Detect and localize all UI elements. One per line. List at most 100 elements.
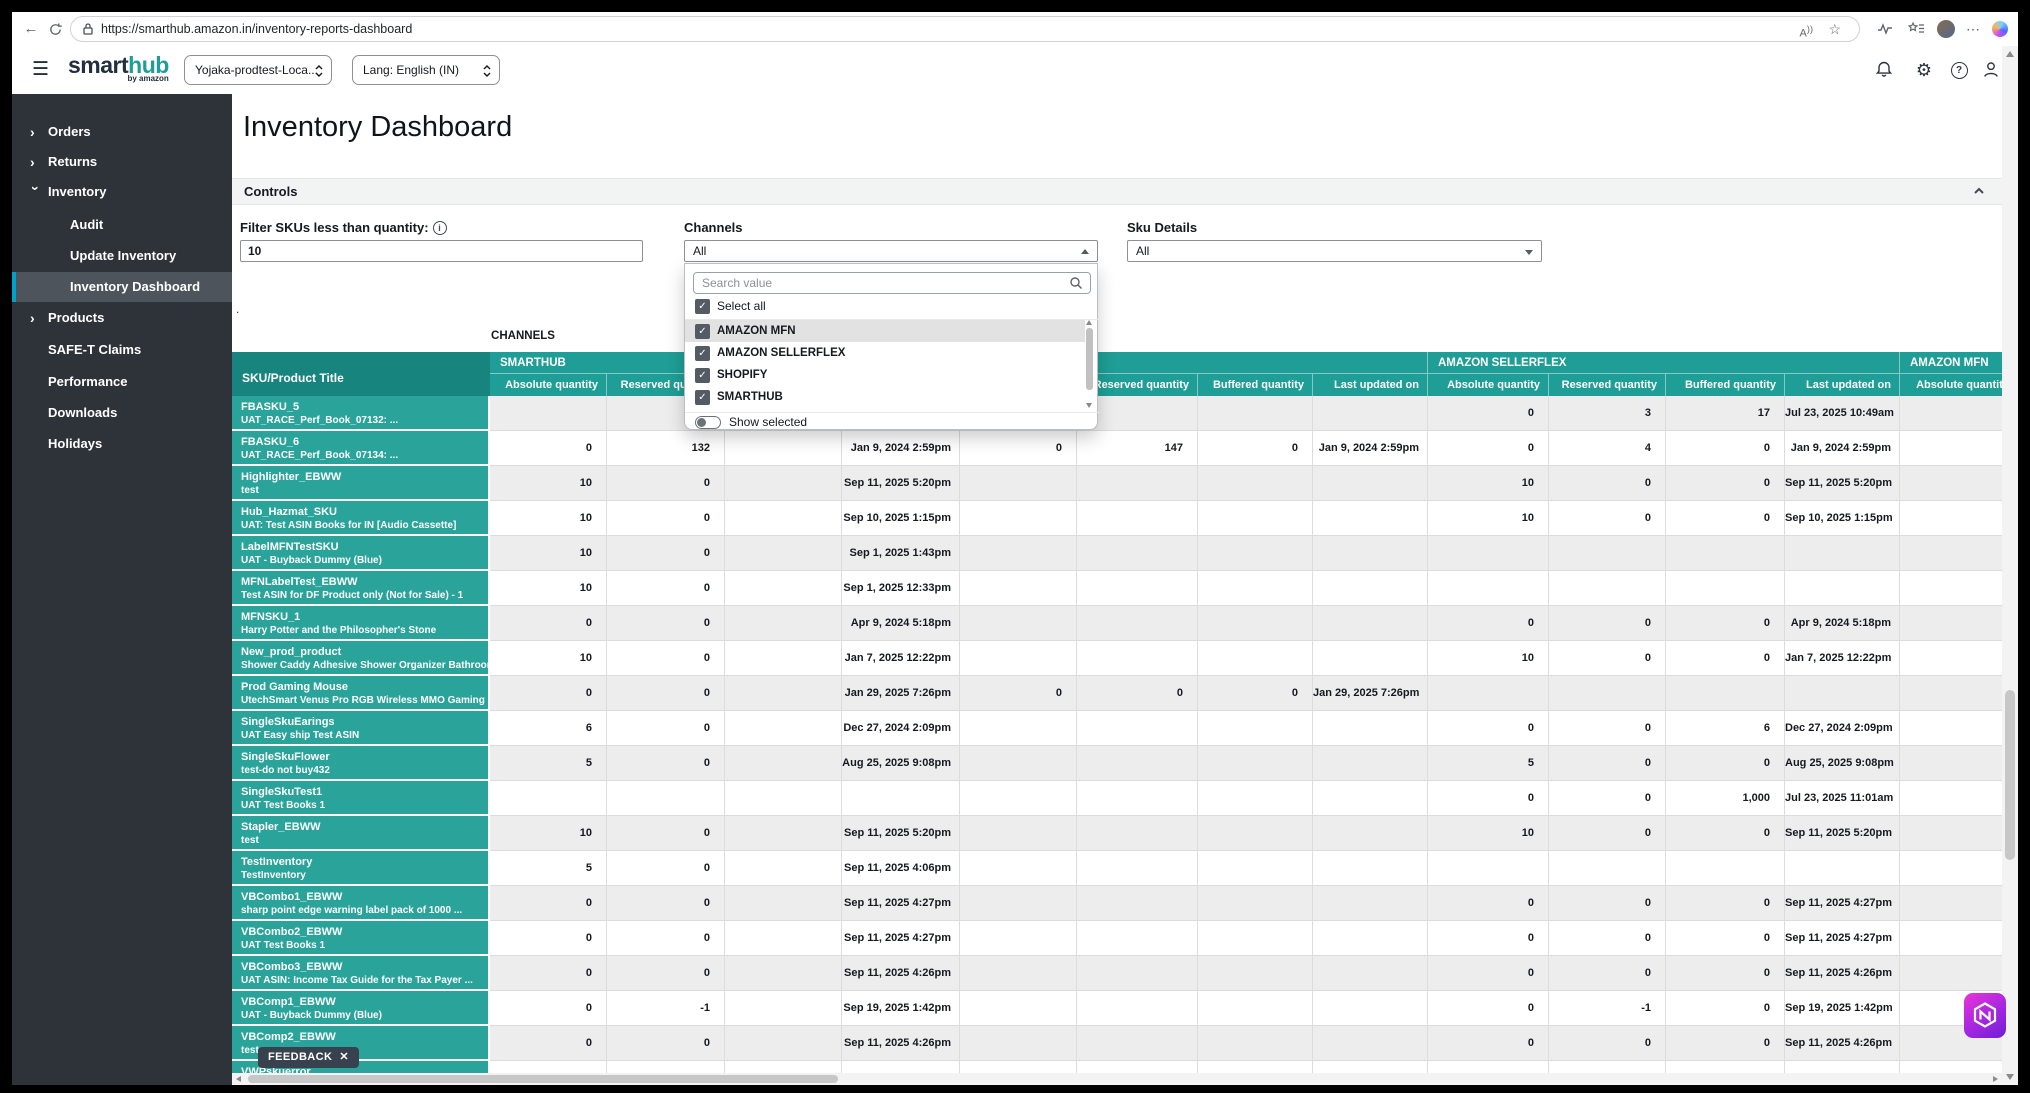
table-cell xyxy=(1198,956,1313,991)
table-cell xyxy=(1900,956,2002,991)
checkbox-checked-icon[interactable]: ✓ xyxy=(695,390,710,405)
language-selector[interactable]: Lang: English (IN) xyxy=(352,55,500,85)
table-cell xyxy=(1198,921,1313,956)
hamburger-menu-icon[interactable]: ☰ xyxy=(32,59,50,80)
table-cell: 0 xyxy=(1428,781,1549,816)
sidebar-item-downloads[interactable]: Downloads xyxy=(12,398,232,428)
sku-name: SingleSkuEarings xyxy=(241,716,335,728)
table-cell: 0 xyxy=(1549,641,1666,676)
show-selected-toggle[interactable] xyxy=(695,416,721,429)
scroll-down-icon[interactable] xyxy=(1086,403,1092,408)
sidebar-item-audit[interactable]: Audit xyxy=(12,210,232,240)
notifications-bell-icon[interactable] xyxy=(1875,60,1897,82)
table-row: Highlighter_EBWW test 10 0 Sep 11, 2025 5:20… xyxy=(232,466,2002,501)
table-cell: 0 xyxy=(1666,606,1785,641)
dropdown-scrollbar-thumb[interactable] xyxy=(1086,328,1093,390)
sidebar-item-products[interactable]: › Products xyxy=(12,303,232,333)
table-cell xyxy=(960,571,1077,606)
show-selected-label: Show selected xyxy=(729,415,808,429)
checkbox-checked-icon[interactable]: ✓ xyxy=(695,368,710,383)
sidebar-item-holidays[interactable]: Holidays xyxy=(12,429,232,459)
table-cell xyxy=(725,711,842,746)
table-cell xyxy=(1313,851,1428,886)
scroll-up-icon[interactable] xyxy=(1086,320,1092,325)
table-cell xyxy=(1900,606,2002,641)
scroll-down-icon[interactable] xyxy=(2006,1074,2014,1080)
channel-group-header-sellerflex: AMAZON SELLERFLEX xyxy=(1428,352,1900,374)
table-cell xyxy=(1198,816,1313,851)
dropdown-search-input[interactable] xyxy=(693,272,1091,294)
refresh-icon[interactable] xyxy=(44,12,66,46)
scroll-left-icon[interactable] xyxy=(236,1076,241,1082)
account-selector[interactable]: Yojaka-prodtest-Loca... xyxy=(184,55,332,85)
profile-avatar[interactable] xyxy=(1937,20,1955,38)
settings-gear-icon[interactable]: ⚙ xyxy=(1915,60,1933,80)
close-icon[interactable]: ✕ xyxy=(339,1051,349,1063)
read-aloud-icon[interactable]: A)) xyxy=(1799,24,1813,40)
collapse-chevron-icon[interactable] xyxy=(1972,184,1986,198)
feedback-button[interactable]: FEEDBACK ✕ xyxy=(258,1047,359,1068)
sku-cell: Highlighter_EBWW test xyxy=(232,466,490,501)
scroll-up-icon[interactable] xyxy=(2006,51,2014,57)
account-person-icon[interactable] xyxy=(1982,60,2004,82)
search-icon[interactable] xyxy=(1069,276,1083,290)
sku-details-label: Sku Details xyxy=(1127,220,1198,235)
table-cell: 0 xyxy=(1666,466,1785,501)
table-cell: Jan 9, 2024 2:59pm xyxy=(842,431,960,466)
checkbox-checked-icon[interactable]: ✓ xyxy=(695,324,710,339)
checkbox-checked-icon[interactable]: ✓ xyxy=(695,346,710,361)
channel-option-amazon-mfn[interactable]: ✓ AMAZON MFN xyxy=(685,320,1085,342)
table-row: TestInventory TestInventory 5 0 Sep 11, 2025… xyxy=(232,851,2002,886)
table-cell: 3 xyxy=(1549,396,1666,431)
browser-essentials-icon[interactable] xyxy=(1874,12,1896,46)
sku-name: TestInventory xyxy=(241,856,313,868)
checkbox-checked-icon[interactable]: ✓ xyxy=(695,299,710,314)
channels-select[interactable]: All xyxy=(684,240,1098,262)
table-cell xyxy=(1313,571,1428,606)
table-cell: 0 xyxy=(1549,816,1666,851)
extension-overlay-icon[interactable] xyxy=(1964,993,2006,1038)
copilot-icon[interactable] xyxy=(1992,21,2008,37)
sidebar-item-inventory[interactable]: › Inventory xyxy=(12,177,232,207)
table-cell: 0 xyxy=(490,956,607,991)
sidebar-item-update-inventory[interactable]: Update Inventory xyxy=(12,241,232,271)
chevron-right-icon: › xyxy=(30,154,35,170)
channel-option-amazon-sellerflex[interactable]: ✓ AMAZON SELLERFLEX xyxy=(685,342,1089,364)
info-icon[interactable]: i xyxy=(432,221,447,235)
favorites-bar-icon[interactable] xyxy=(1905,12,1927,46)
sidebar-item-label: Performance xyxy=(48,374,128,389)
sku-name: FBASKU_5 xyxy=(241,401,300,413)
sidebar-item-orders[interactable]: › Orders xyxy=(12,117,232,147)
vertical-scrollbar-thumb[interactable] xyxy=(2005,690,2015,860)
page-title: Inventory Dashboard xyxy=(243,111,513,143)
horizontal-scrollbar-thumb[interactable] xyxy=(248,1075,838,1083)
table-cell: 0 xyxy=(1666,921,1785,956)
filter-quantity-input[interactable] xyxy=(240,240,643,262)
sidebar-item-returns[interactable]: › Returns xyxy=(12,147,232,177)
sku-details-select[interactable]: All xyxy=(1127,240,1542,262)
sidebar-item-inventory-dashboard[interactable]: Inventory Dashboard xyxy=(12,272,232,302)
smarthub-logo[interactable]: smarthub by amazon xyxy=(68,52,169,83)
table-cell xyxy=(1549,851,1666,886)
table-cell: Jan 9, 2024 2:59pm xyxy=(1785,431,1900,466)
table-cell xyxy=(1785,851,1900,886)
scroll-right-icon[interactable] xyxy=(1993,1076,1998,1082)
help-icon[interactable]: ? xyxy=(1948,60,1970,82)
sku-name: Stapler_EBWW xyxy=(241,821,321,833)
channel-option-smarthub[interactable]: ✓ SMARTHUB xyxy=(685,386,1089,408)
back-icon[interactable]: ← xyxy=(23,20,39,37)
select-all-option[interactable]: ✓ Select all xyxy=(685,295,1089,317)
sidebar-item-performance[interactable]: Performance xyxy=(12,367,232,397)
table-cell: 0 xyxy=(490,676,607,711)
more-menu-icon[interactable]: ⋯ xyxy=(1966,21,1980,37)
table-row: SingleSkuEarings UAT Easy ship Test ASIN 6… xyxy=(232,711,2002,746)
sidebar-item-safe-t-claims[interactable]: SAFE-T Claims xyxy=(12,335,232,365)
channel-option-shopify[interactable]: ✓ SHOPIFY xyxy=(685,364,1089,386)
url-bar[interactable]: https://smarthub.amazon.in/inventory-rep… xyxy=(70,16,1860,42)
table-cell xyxy=(1313,396,1428,431)
table-cell xyxy=(725,536,842,571)
table-cell xyxy=(1077,606,1198,641)
table-cell xyxy=(1428,536,1549,571)
sku-product-title: test xyxy=(241,485,259,496)
bookmark-star-icon[interactable]: ☆ xyxy=(1828,21,1841,37)
